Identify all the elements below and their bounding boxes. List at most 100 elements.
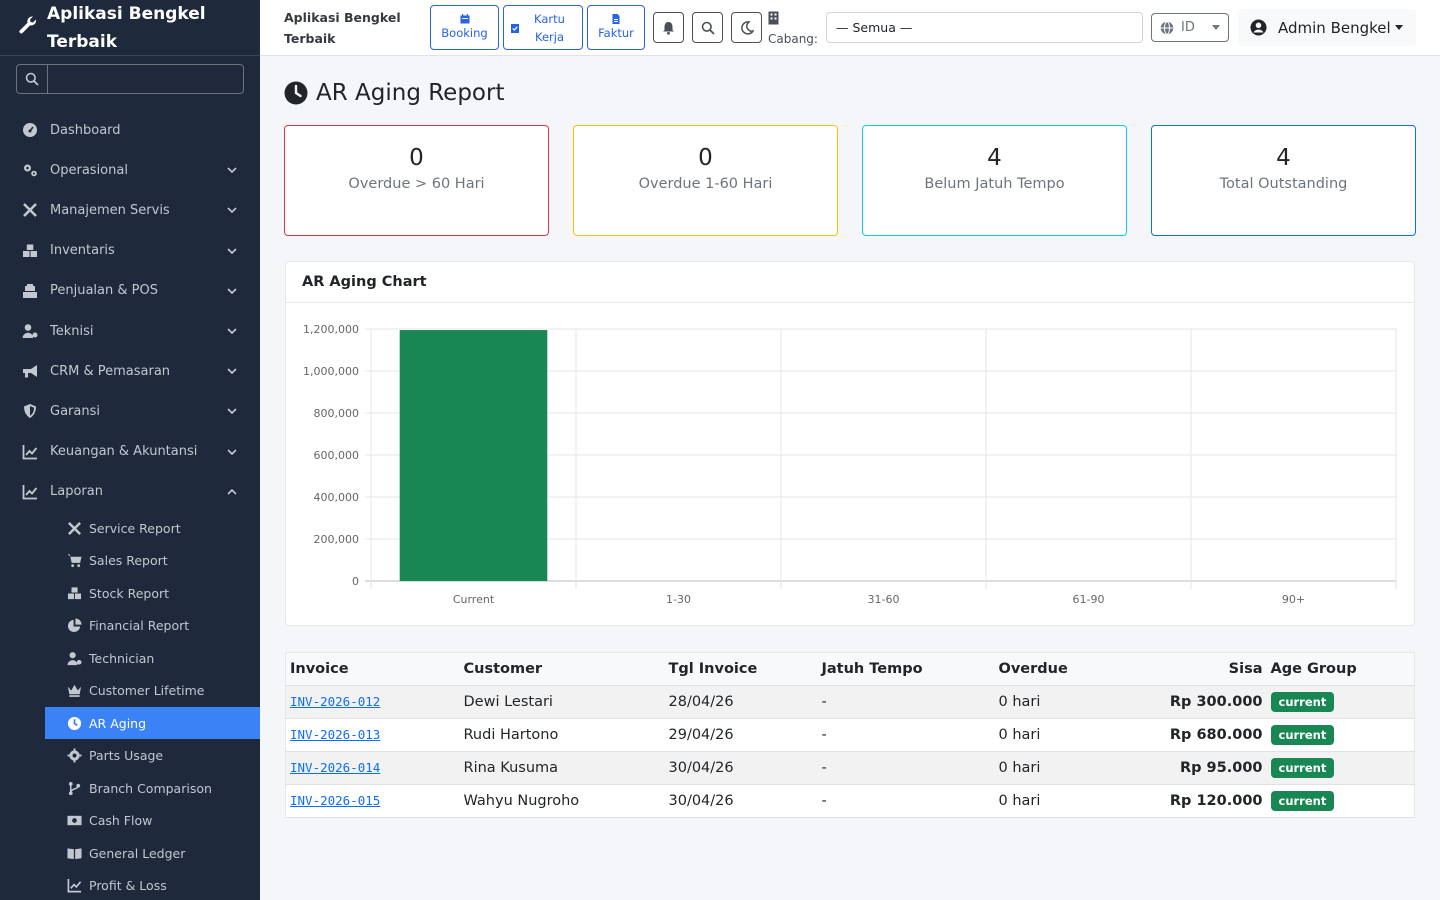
code-branch-icon	[68, 781, 81, 795]
building-icon	[768, 11, 779, 25]
chart-card-title: AR Aging Chart	[286, 262, 1414, 303]
sidebar-item-operasional[interactable]: Operasional	[0, 150, 260, 190]
cabang-label: Cabang:	[768, 32, 818, 46]
sidebar-nav: Dashboard Operasional Manajemen Servis I…	[0, 110, 260, 900]
bullhorn-icon	[23, 365, 37, 378]
sidebar-item-label: Inventaris	[50, 243, 115, 259]
sidebar-item-dashboard[interactable]: Dashboard	[0, 110, 260, 150]
brand-name: Aplikasi Bengkel Terbaik	[47, 4, 206, 52]
language-select[interactable]: ID	[1151, 13, 1229, 42]
sidebar-subitem-service-report[interactable]: Service Report	[45, 512, 260, 545]
sidebar-subitem-customer-lifetime[interactable]: Customer Lifetime	[45, 674, 260, 707]
stat-label: Overdue > 60 Hari	[348, 176, 485, 192]
sidebar-subitem-parts-usage[interactable]: Parts Usage	[45, 739, 260, 772]
y-tick-label: 1,000,000	[303, 365, 359, 378]
sidebar-subitem-general-ledger[interactable]: General Ledger	[45, 837, 260, 870]
sidebar-subitem-label: Branch Comparison	[89, 780, 212, 796]
faktur-button[interactable]: Faktur	[587, 5, 645, 50]
cell-overdue: 0 hari	[994, 784, 1115, 818]
cabang-select[interactable]: — Semua —	[826, 12, 1143, 43]
x-tick-label: 90+	[1282, 593, 1305, 606]
sidebar-subitem-label: Stock Report	[89, 585, 170, 601]
cell-customer: Rina Kusuma	[459, 751, 665, 785]
cell-invoice: INV-2026-013	[285, 718, 460, 752]
y-tick-label: 1,200,000	[303, 323, 359, 336]
invoice-link[interactable]: INV-2026-014	[290, 760, 381, 775]
booking-button[interactable]: Booking	[430, 5, 499, 50]
sidebar-item-teknisi[interactable]: Teknisi	[0, 311, 260, 351]
sidebar-subitem-profit-loss[interactable]: Profit & Loss	[45, 869, 260, 900]
sidebar-subitem-ar-aging[interactable]: AR Aging	[45, 706, 260, 740]
sidebar-subitem-stock-report[interactable]: Stock Report	[45, 577, 260, 610]
cell-sisa: Rp 95.000	[1114, 751, 1267, 785]
topbar: Aplikasi Bengkel Terbaik Booking Kartu K…	[260, 0, 1440, 56]
brand[interactable]: Aplikasi Bengkel Terbaik	[0, 0, 260, 56]
chevron-up-icon	[227, 488, 237, 495]
col-header-tgl-invoice[interactable]: Tgl Invoice	[664, 652, 818, 686]
chevron-down-icon	[227, 449, 237, 455]
sidebar-item-keuangan-akuntansi[interactable]: Keuangan & Akuntansi	[0, 432, 260, 472]
search-button[interactable]	[692, 12, 723, 43]
wrench-icon	[19, 16, 37, 34]
y-tick-label: 600,000	[314, 449, 360, 462]
sidebar-item-inventaris[interactable]: Inventaris	[0, 231, 260, 271]
user-name: Admin Bengkel	[1278, 18, 1391, 37]
stat-card-total-outstanding: 4 Total Outstanding	[1151, 125, 1416, 236]
invoice-link[interactable]: INV-2026-013	[290, 727, 381, 742]
kartu-kerja-button[interactable]: Kartu Kerja	[503, 5, 583, 50]
sidebar-subitem-financial-report[interactable]: Financial Report	[45, 609, 260, 642]
cell-sisa: Rp 680.000	[1114, 718, 1267, 752]
col-header-invoice[interactable]: Invoice	[285, 652, 460, 686]
col-header-age-group[interactable]: Age Group	[1266, 652, 1415, 686]
col-header-customer[interactable]: Customer	[459, 652, 665, 686]
col-header-sisa[interactable]: Sisa	[1114, 652, 1267, 686]
col-header-jatuh-tempo[interactable]: Jatuh Tempo	[817, 652, 995, 686]
user-circle-icon	[1250, 19, 1267, 36]
sidebar-item-manajemen-servis[interactable]: Manajemen Servis	[0, 190, 260, 230]
col-header-overdue[interactable]: Overdue	[994, 652, 1115, 686]
dark-mode-button[interactable]	[731, 12, 762, 43]
chevron-down-icon	[227, 328, 237, 335]
sidebar-item-label: Manajemen Servis	[50, 202, 170, 218]
sidebar-search-input[interactable]	[48, 65, 243, 93]
search-icon[interactable]	[17, 65, 48, 93]
stat-value: 4	[987, 145, 1002, 171]
stat-label: Total Outstanding	[1219, 176, 1348, 192]
sidebar-item-penjualan-pos[interactable]: Penjualan & POS	[0, 271, 260, 311]
stat-value: 0	[409, 145, 424, 171]
cell-invoice: INV-2026-012	[285, 685, 460, 719]
cell-age-group: current	[1266, 784, 1415, 818]
sidebar-subitem-technician[interactable]: Technician	[45, 642, 260, 675]
ar-aging-chart: 0 200,000 400,000 600,000 800,000 1,000,000 1,…	[303, 323, 1397, 606]
sidebar-subitem-sales-report[interactable]: Sales Report	[45, 544, 260, 577]
cell-customer: Rudi Hartono	[459, 718, 665, 752]
user-menu[interactable]: Admin Bengkel	[1238, 9, 1416, 46]
stat-card-overdue-60: 0 Overdue > 60 Hari	[284, 125, 549, 236]
sidebar-subitem-label: Sales Report	[89, 553, 168, 569]
age-group-badge: current	[1270, 791, 1335, 811]
sidebar-subitem-cash-flow[interactable]: Cash Flow	[45, 804, 260, 837]
table-row: INV-2026-013 Rudi Hartono 29/04/26 - 0 h…	[285, 718, 1415, 752]
sidebar-item-laporan[interactable]: Laporan	[0, 472, 260, 512]
cell-age-group: current	[1266, 718, 1415, 752]
cell-age-group: current	[1266, 751, 1415, 785]
clock-icon	[67, 716, 82, 730]
stat-label: Belum Jatuh Tempo	[924, 176, 1065, 192]
invoice-link[interactable]: INV-2026-012	[290, 694, 381, 709]
invoice-link[interactable]: INV-2026-015	[290, 793, 381, 808]
cell-tgl-invoice: 29/04/26	[664, 718, 818, 752]
table-row: INV-2026-012 Dewi Lestari 28/04/26 - 0 h…	[285, 685, 1415, 719]
notification-button[interactable]	[653, 12, 684, 43]
chevron-down-icon	[227, 408, 237, 415]
sidebar-item-label: Laporan	[50, 484, 103, 500]
calendar-plus-icon	[460, 13, 469, 23]
sidebar-subitem-branch-comparison[interactable]: Branch Comparison	[45, 772, 260, 805]
sidebar-item-garansi[interactable]: Garansi	[0, 391, 260, 431]
sidebar-item-label: Keuangan & Akuntansi	[50, 444, 198, 460]
sidebar: Aplikasi Bengkel Terbaik Dashboard Opera…	[0, 0, 260, 900]
table-header-row: Invoice Customer Tgl Invoice Jatuh Tempo…	[285, 652, 1415, 686]
sidebar-item-crm-pemasaran[interactable]: CRM & Pemasaran	[0, 351, 260, 391]
table-row: INV-2026-015 Wahyu Nugroho 30/04/26 - 0 …	[285, 784, 1415, 818]
cell-customer: Wahyu Nugroho	[459, 784, 665, 818]
gears-icon	[24, 164, 37, 177]
